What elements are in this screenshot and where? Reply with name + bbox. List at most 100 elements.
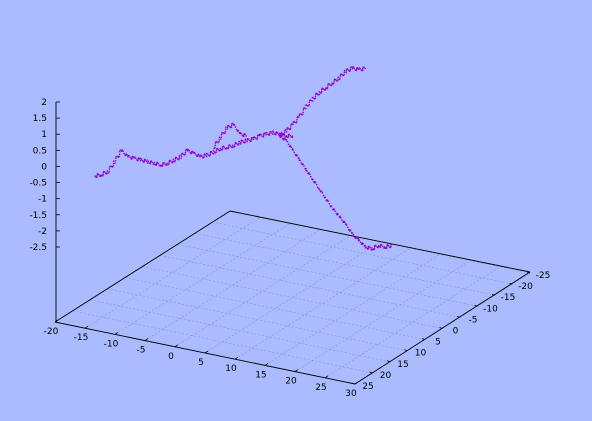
data-point	[333, 208, 335, 211]
data-point	[175, 156, 178, 159]
data-point	[247, 138, 250, 140]
data-point	[172, 160, 174, 163]
data-point	[272, 133, 274, 135]
data-point	[202, 156, 205, 159]
y-tick-label: -5	[469, 315, 478, 325]
data-point	[108, 168, 111, 170]
data-point	[379, 246, 382, 248]
data-point	[145, 160, 148, 163]
data-point	[364, 67, 366, 70]
data-point	[233, 145, 236, 148]
grid-line	[229, 210, 531, 274]
data-point	[147, 160, 150, 163]
data-point	[139, 159, 142, 162]
x-tick-mark	[354, 381, 359, 385]
data-point	[333, 81, 335, 83]
data-point	[171, 161, 174, 164]
data-point	[220, 138, 222, 140]
data-point	[352, 66, 355, 68]
data-point	[114, 162, 117, 164]
data-point	[296, 154, 298, 157]
data-point	[318, 93, 321, 96]
data-point	[298, 114, 301, 117]
data-point	[106, 170, 109, 172]
data-point	[157, 162, 159, 165]
data-point	[218, 139, 221, 141]
data-point	[167, 163, 170, 166]
data-point	[346, 68, 349, 70]
data-point	[355, 69, 358, 71]
data-point	[279, 134, 282, 137]
data-point	[318, 187, 320, 190]
data-point	[244, 138, 247, 141]
data-point	[301, 113, 304, 116]
data-point	[279, 136, 282, 139]
data-point	[155, 163, 158, 166]
data-point	[231, 146, 234, 148]
x-tick-mark	[144, 338, 149, 341]
data-point	[137, 159, 139, 161]
x-tick-label: -10	[104, 339, 119, 349]
grid-line	[294, 260, 471, 372]
data-point	[245, 135, 248, 137]
data-point	[210, 151, 213, 153]
data-point	[214, 146, 216, 149]
data-point	[303, 165, 305, 167]
data-point	[114, 157, 117, 159]
data-point	[232, 144, 234, 147]
data-point	[367, 247, 370, 249]
data-point	[180, 157, 182, 159]
data-point	[339, 77, 341, 79]
data-point	[332, 82, 335, 85]
data-point	[337, 78, 339, 81]
grid-line	[177, 244, 478, 307]
data-point	[237, 143, 240, 146]
data-point	[262, 135, 265, 137]
data-point	[302, 108, 305, 111]
data-point	[390, 245, 392, 248]
data-point	[284, 129, 287, 131]
data-point	[227, 146, 230, 149]
data-point	[244, 133, 246, 136]
data-point	[241, 134, 244, 137]
data-point	[351, 232, 354, 234]
data-point	[165, 164, 168, 166]
data-point	[102, 173, 104, 176]
y-tick-label: 25	[362, 382, 373, 392]
data-point	[204, 154, 207, 156]
y-tick-mark	[491, 293, 496, 296]
data-point	[330, 205, 333, 207]
data-point	[383, 246, 386, 248]
data-point	[291, 135, 294, 137]
data-point	[380, 244, 383, 246]
data-point	[285, 130, 288, 133]
data-point	[353, 236, 356, 238]
x-tick-label: 30	[345, 389, 357, 399]
data-point	[243, 135, 245, 137]
data-point	[375, 244, 377, 247]
data-point	[359, 67, 361, 70]
y-tick-label: 10	[415, 349, 427, 359]
data-point	[209, 153, 211, 156]
data-point	[359, 241, 362, 244]
data-point	[221, 147, 224, 150]
data-point	[253, 136, 256, 138]
data-point	[285, 135, 288, 137]
data-point	[118, 150, 121, 153]
data-point	[340, 217, 342, 219]
data-point	[112, 162, 115, 165]
data-point	[353, 67, 356, 69]
data-point	[314, 97, 317, 100]
y-tick-label: 0	[453, 327, 459, 337]
data-point	[206, 153, 209, 155]
data-point	[244, 141, 246, 143]
data-point	[289, 127, 292, 129]
data-point	[318, 189, 321, 191]
y-tick-label: 20	[380, 371, 392, 381]
data-point	[203, 155, 205, 158]
data-point	[271, 132, 273, 134]
x-tick-label: -20	[44, 327, 59, 337]
data-point	[335, 212, 338, 215]
z-tick-label: 2	[41, 98, 47, 108]
